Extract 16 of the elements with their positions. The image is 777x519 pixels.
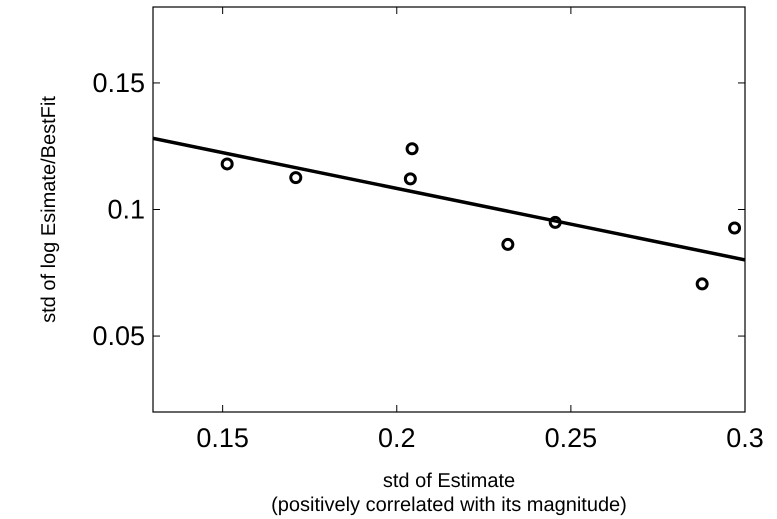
x-axis-title: std of Estimate (positively correlated with its magnitude) <box>271 470 627 516</box>
y-axis-title: std of log Esimate/BestFit <box>38 96 60 323</box>
y-tick-label: 0.05 <box>92 321 145 352</box>
point <box>404 172 417 186</box>
point <box>696 277 709 290</box>
x-tick-label: 0.25 <box>544 423 598 453</box>
point <box>289 171 302 184</box>
x-tick-label: 0.3 <box>726 423 764 453</box>
x-tick-label: 0.2 <box>378 423 416 453</box>
y-tick-label: 0.15 <box>92 68 145 98</box>
point <box>406 142 419 156</box>
y-tick-label: 0.1 <box>107 194 145 224</box>
point <box>220 157 234 170</box>
x-tick-label: 0.15 <box>196 423 249 453</box>
point <box>501 238 514 251</box>
point <box>728 221 742 234</box>
